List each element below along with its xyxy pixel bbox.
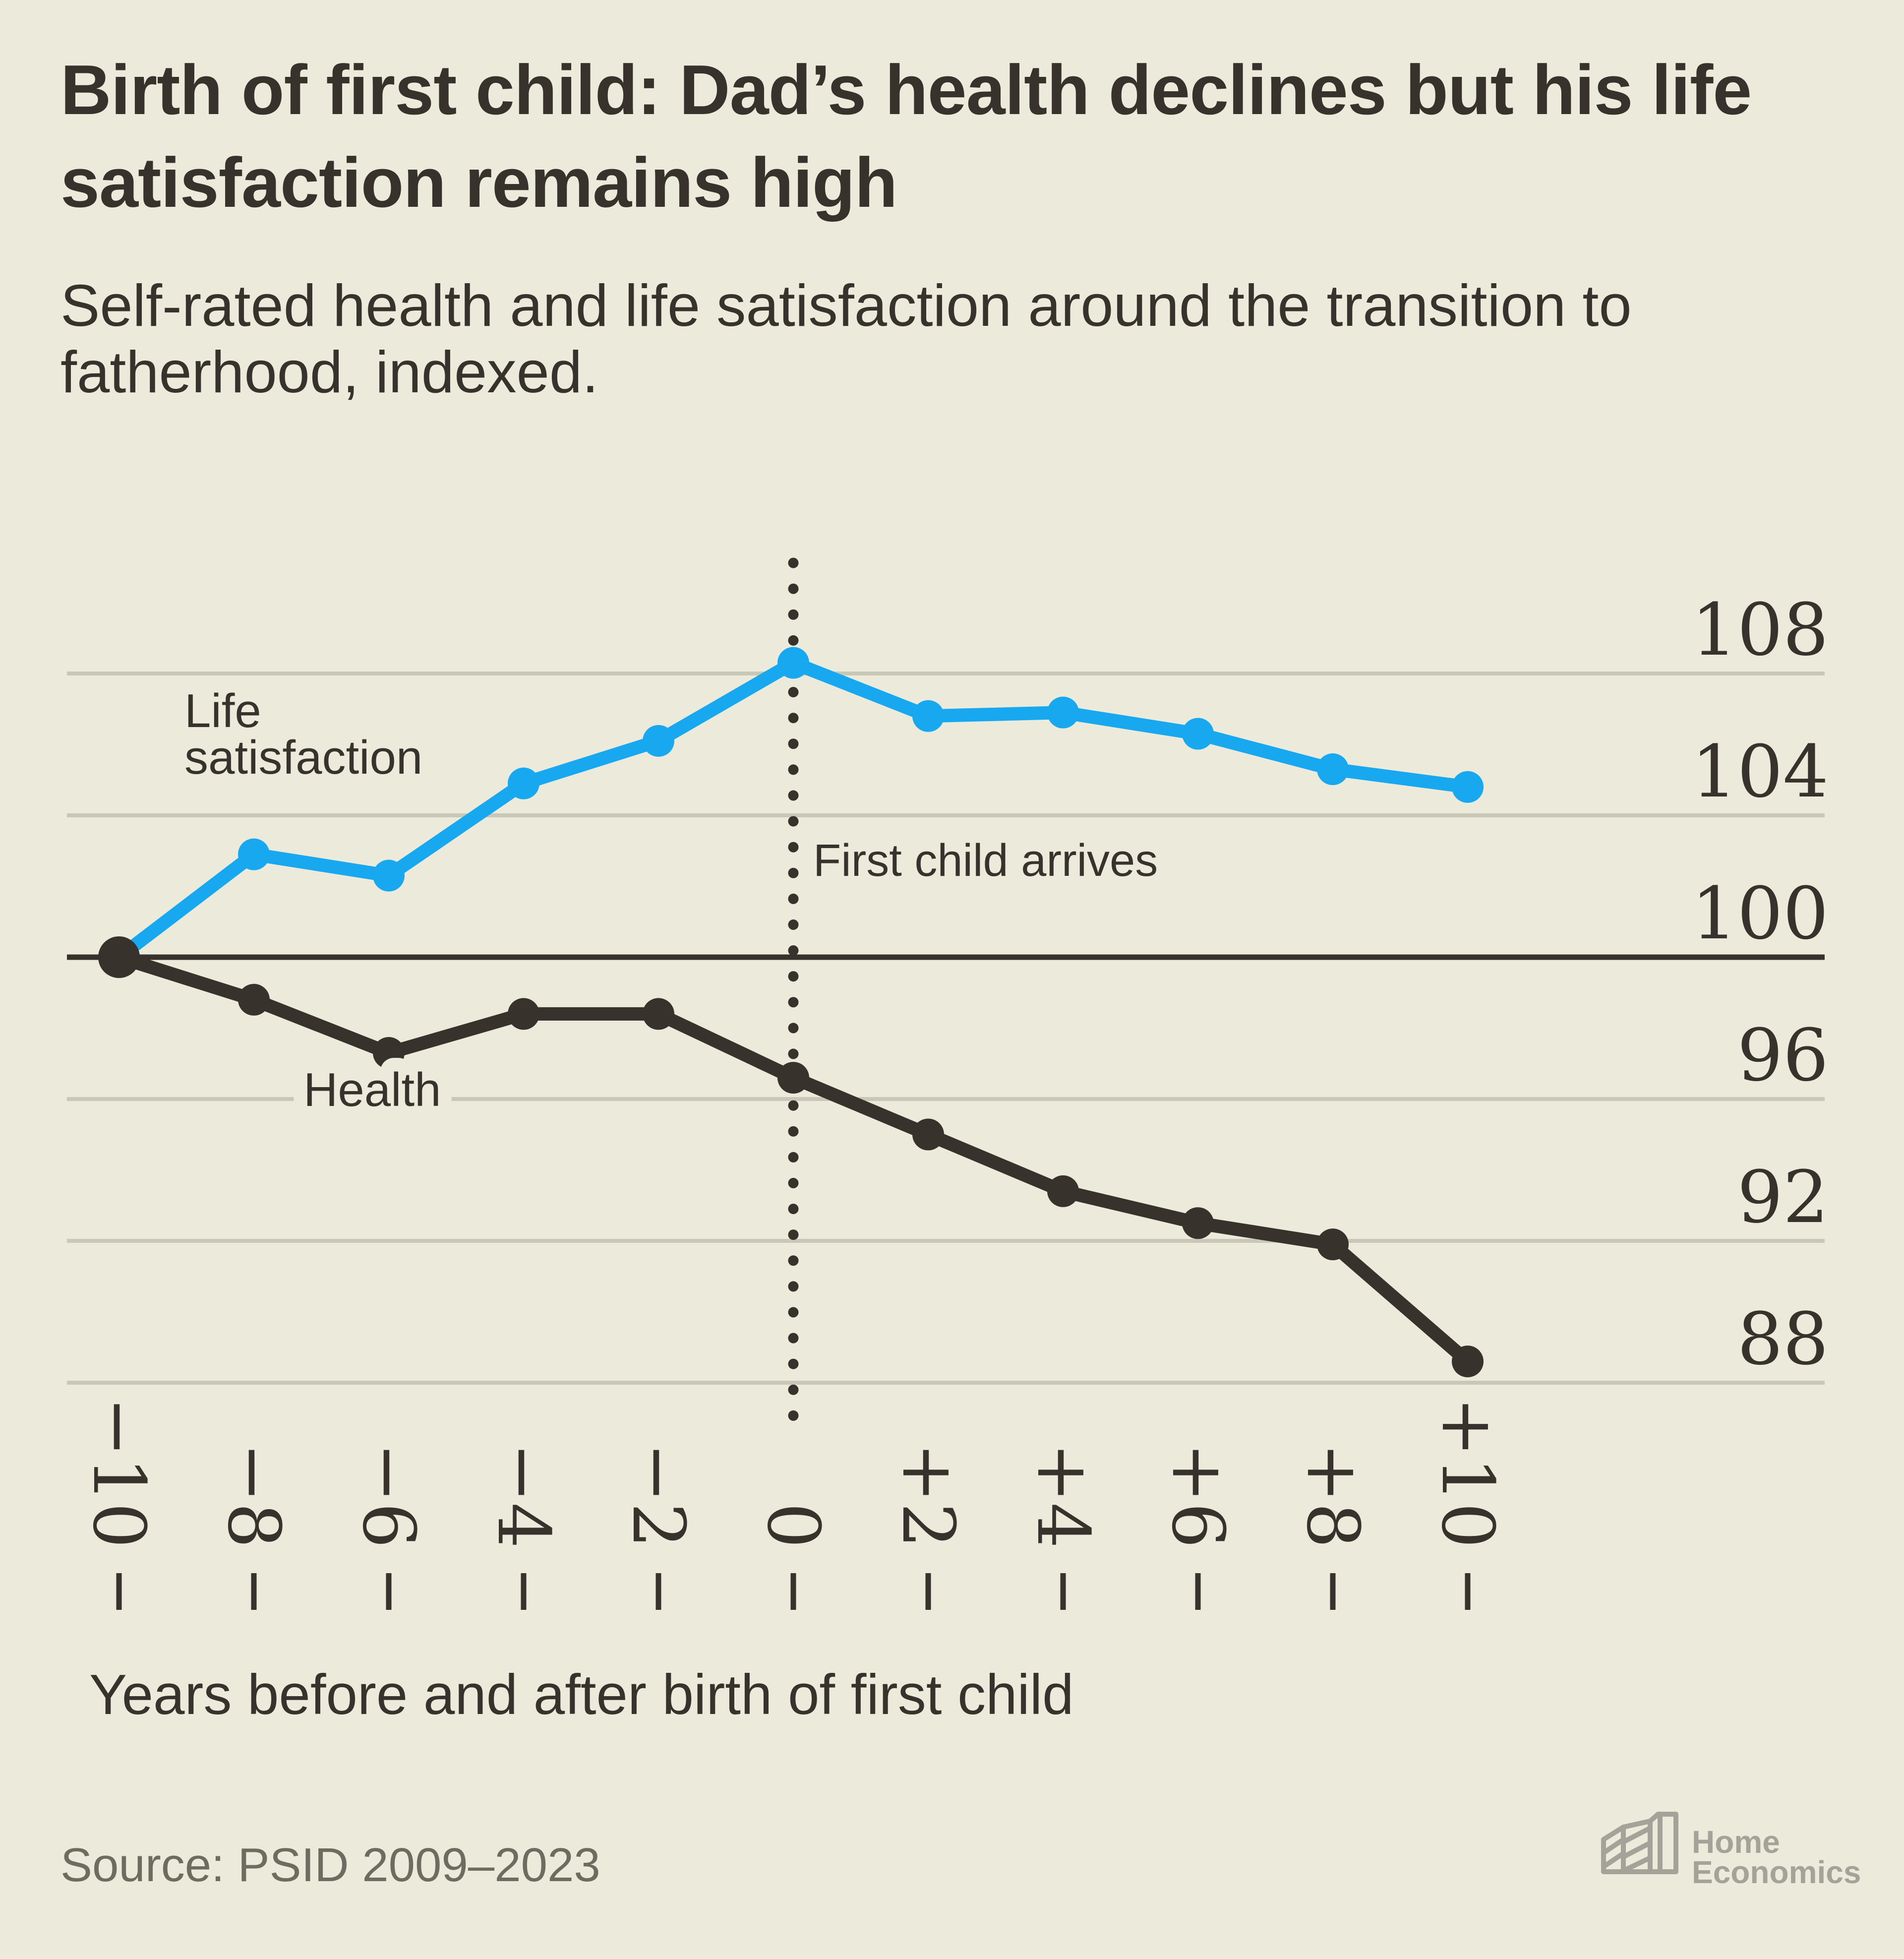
health-point--8 <box>238 983 270 1016</box>
life-satisfaction-point-10 <box>1452 771 1484 803</box>
health-point-4 <box>1047 1175 1079 1207</box>
x-tick-label-10: +10 <box>1426 1397 1509 1548</box>
health-point--4 <box>508 998 539 1030</box>
x-tick-label-2: +2 <box>886 1442 970 1548</box>
x-tick-label-6: +6 <box>1156 1442 1240 1548</box>
life-satisfaction-point--2 <box>643 725 674 757</box>
life-satisfaction-point-2 <box>912 700 944 732</box>
annotation-first-child-arrives: First child arrives <box>813 835 1158 886</box>
publisher-logo: Home Economics <box>1601 1811 1861 1888</box>
y-tick-label-92: 92 <box>1737 1156 1829 1239</box>
logo-line2: Economics <box>1692 1854 1861 1890</box>
chart-header: Birth of first child: Dad’s health decli… <box>60 44 1826 230</box>
health-point-6 <box>1182 1207 1214 1239</box>
index-start-point <box>98 936 140 978</box>
life-satisfaction-line <box>112 656 1475 964</box>
health-label: Health <box>303 1063 441 1116</box>
logo-line1: Home <box>1692 1824 1780 1860</box>
y-tick-label-96: 96 <box>1737 1014 1829 1098</box>
chart-title: Birth of first child: Dad’s health decli… <box>60 51 1752 223</box>
x-tick-label--6: −6 <box>347 1442 430 1548</box>
life-satisfaction-point--6 <box>373 859 405 892</box>
health-point--6 <box>373 1037 405 1069</box>
y-tick-label-100: 100 <box>1691 872 1829 956</box>
source-note: Source: PSID 2009–2023 <box>60 1838 600 1892</box>
health-point-10 <box>1452 1346 1484 1378</box>
x-tick-label-0: 0 <box>751 1503 835 1548</box>
x-tick-label-4: +4 <box>1021 1442 1105 1548</box>
life-satisfaction-label-line1: Life <box>184 684 261 737</box>
y-tick-label-104: 104 <box>1691 730 1829 814</box>
health-point-8 <box>1317 1228 1349 1261</box>
health-point--2 <box>643 998 674 1030</box>
health-point-2 <box>912 1118 944 1151</box>
y-tick-label-88: 88 <box>1737 1297 1829 1381</box>
x-axis-title: Years before and after birth of first ch… <box>89 1663 1074 1726</box>
chart-svg: First child arrives 88 92 96 100 104 108 Lifesa… <box>67 557 1829 1610</box>
x-tick-label--4: −4 <box>481 1442 565 1548</box>
bar-buildings-icon <box>1601 1812 1678 1874</box>
life-satisfaction-label-line2: satisfaction <box>184 731 422 784</box>
life-satisfaction-point--8 <box>238 838 270 870</box>
x-tick-label--8: −8 <box>212 1442 296 1548</box>
health-point-0 <box>777 1062 809 1094</box>
publisher-logo-text: Home Economics <box>1692 1824 1861 1890</box>
life-satisfaction-point-4 <box>1047 696 1079 729</box>
x-tick-label--10: −10 <box>77 1397 161 1548</box>
x-tick-label-8: +8 <box>1291 1442 1374 1548</box>
life-satisfaction-point-6 <box>1182 718 1214 750</box>
life-satisfaction-point-0 <box>777 647 809 679</box>
chart-subtitle: Self-rated health and life satisfaction … <box>60 273 1632 406</box>
life-satisfaction-point--4 <box>508 767 539 799</box>
x-tick-label--2: −2 <box>616 1442 700 1548</box>
y-tick-label-108: 108 <box>1691 588 1829 672</box>
life-satisfaction-point-8 <box>1317 753 1349 786</box>
